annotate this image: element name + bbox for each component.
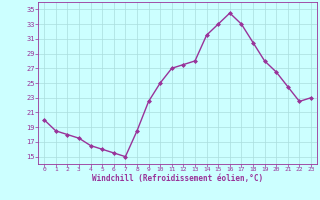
X-axis label: Windchill (Refroidissement éolien,°C): Windchill (Refroidissement éolien,°C) xyxy=(92,174,263,183)
